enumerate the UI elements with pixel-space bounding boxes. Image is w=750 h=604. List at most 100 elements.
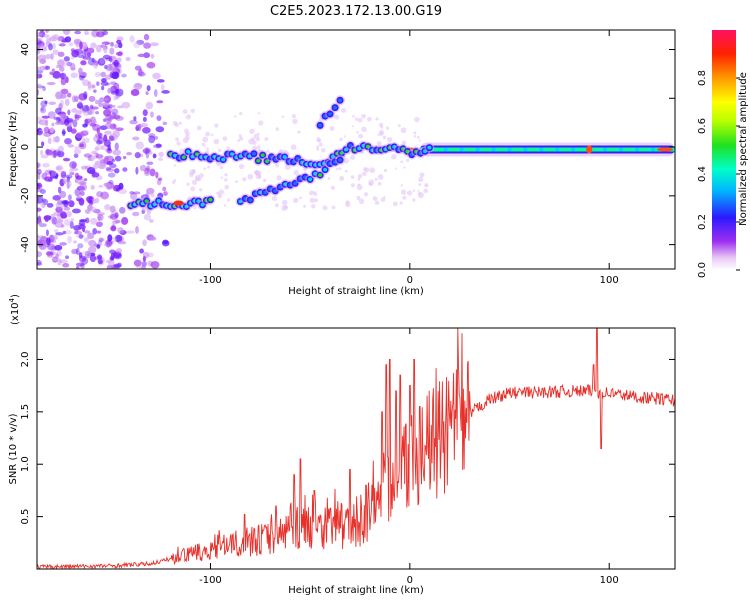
noise-blob [109,213,118,220]
halo-dot [330,185,336,190]
noise-blob [59,242,67,246]
noise-blob [162,239,169,245]
halo-dot [357,177,361,181]
noise-blob [56,150,65,158]
noise-blob [67,235,72,244]
noise-blob [60,171,66,176]
noise-blob [135,166,139,175]
noise-blob [47,243,56,251]
noise-blob [37,162,40,169]
noise-blob [96,244,101,249]
noise-blob [90,42,97,49]
noise-blob [67,144,75,148]
noise-blob [112,123,116,129]
halo-dot [329,125,335,131]
halo-dot [418,177,424,183]
main-trace-node [571,147,576,152]
noise-blob [109,123,117,130]
noise-blob [156,100,164,104]
halo-dot [318,142,323,147]
spectrogram-ytick-label: 40 [20,43,31,56]
halo-dot [179,121,182,125]
noise-blob [122,156,127,160]
halo-dot [358,198,365,205]
noise-blob [37,73,42,79]
noise-blob [65,211,72,218]
noise-blob [37,207,42,212]
noise-blob [63,158,71,162]
halo-dot [406,190,413,196]
noise-blob [83,129,89,134]
noise-blob [79,219,87,223]
noise-blob [83,91,88,100]
noise-blob [38,119,48,126]
halo-dot [344,169,348,173]
noise-blob [75,265,80,269]
noise-blob [150,111,154,118]
halo-dot [386,136,393,143]
halo-dot [275,127,280,131]
halo-dot [418,191,422,196]
noise-blob [51,150,57,159]
noise-blob [48,101,57,106]
noise-blob [114,142,119,151]
lower-diagonal-core [293,181,298,186]
noise-blob [47,111,56,119]
noise-blob [37,234,40,242]
main-trace-node [443,147,448,152]
noise-blob [75,114,80,121]
noise-blob [118,182,124,191]
halo-dot [356,131,359,134]
noise-blob [70,48,75,53]
noise-blob [39,58,46,64]
halo-dot [375,117,379,121]
noise-blob [143,33,150,41]
halo-dot [185,114,192,120]
halo-dot [247,173,254,180]
noise-blob [94,71,102,78]
noise-blob [96,127,100,134]
noise-blob [51,235,58,240]
noise-blob [66,180,72,188]
halo-dot [400,160,404,164]
halo-dot [242,177,247,182]
noise-blob [89,217,98,225]
halo-dot [406,158,410,163]
noise-blob [156,115,162,121]
halo-dot [281,115,285,118]
noise-blob [139,123,149,128]
noise-blob [82,110,90,116]
noise-blob [87,86,92,91]
halo-dot [377,133,380,137]
upper-branch-core [338,98,343,103]
noise-blob [80,165,88,170]
noise-blob [49,127,55,134]
noise-blob [88,246,97,254]
noise-blob [70,167,79,172]
halo-dot [198,173,204,179]
noise-blob [43,34,50,38]
noise-blob [58,259,68,264]
spectrogram-frame [36,29,676,270]
noise-blob [135,141,144,150]
noise-blob [112,264,120,269]
noise-blob [41,201,46,208]
halo-dot [271,195,277,202]
noise-blob [105,57,113,61]
noise-blob [130,192,138,200]
noise-blob [72,240,78,244]
main-trace-node [491,147,496,152]
noise-blob [113,94,118,101]
halo-dot [402,195,407,200]
noise-blob [76,102,83,109]
noise-blob [61,200,69,205]
noise-blob [92,163,99,170]
noise-blob [54,228,59,233]
noise-blob [43,132,52,138]
noise-blob [137,53,146,58]
noise-blob [39,189,46,195]
noise-blob [91,57,95,63]
noise-blob [113,252,122,260]
halo-dot [395,167,398,170]
halo-dot [186,182,190,186]
